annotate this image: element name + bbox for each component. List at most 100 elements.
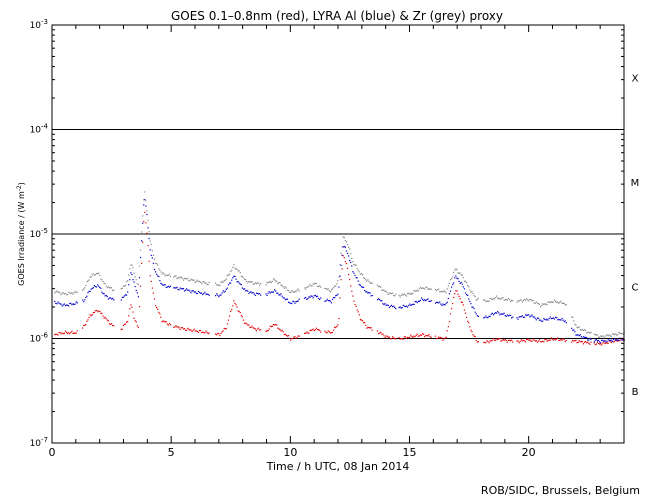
data-point bbox=[358, 314, 360, 316]
data-point bbox=[74, 332, 76, 334]
data-point bbox=[197, 290, 200, 293]
data-point bbox=[425, 300, 427, 302]
data-point bbox=[149, 275, 151, 277]
data-point bbox=[153, 298, 156, 300]
data-point bbox=[279, 294, 281, 296]
data-point bbox=[486, 300, 488, 302]
data-point bbox=[203, 332, 205, 334]
data-point bbox=[534, 340, 536, 342]
data-point bbox=[371, 329, 373, 331]
data-point bbox=[70, 292, 72, 294]
data-point bbox=[539, 319, 542, 321]
data-point bbox=[575, 334, 577, 336]
data-point bbox=[65, 304, 68, 306]
data-point bbox=[399, 296, 401, 298]
data-point bbox=[285, 287, 288, 289]
data-point bbox=[393, 305, 395, 307]
data-point bbox=[265, 330, 267, 332]
data-point bbox=[58, 332, 60, 334]
data-point bbox=[363, 277, 365, 279]
data-point bbox=[337, 280, 339, 282]
data-point bbox=[337, 293, 339, 295]
data-point bbox=[346, 243, 349, 246]
data-point bbox=[613, 340, 616, 342]
data-point bbox=[240, 275, 242, 277]
data-point bbox=[190, 292, 192, 294]
data-point bbox=[437, 337, 439, 339]
data-point bbox=[561, 317, 563, 320]
data-point bbox=[423, 299, 425, 302]
data-point bbox=[65, 331, 68, 334]
data-point bbox=[354, 264, 356, 266]
data-point bbox=[242, 319, 245, 321]
data-point bbox=[99, 286, 101, 288]
data-point bbox=[380, 300, 382, 302]
data-point bbox=[339, 275, 341, 277]
data-point bbox=[346, 267, 349, 270]
data-point bbox=[169, 275, 172, 278]
data-point bbox=[517, 340, 519, 342]
data-point bbox=[147, 227, 149, 229]
data-point bbox=[290, 302, 292, 304]
data-point bbox=[475, 339, 477, 342]
data-point bbox=[387, 336, 389, 339]
data-point bbox=[468, 286, 470, 288]
data-point bbox=[54, 292, 56, 294]
data-point bbox=[499, 314, 501, 316]
data-point bbox=[311, 329, 313, 331]
data-point bbox=[89, 290, 91, 293]
data-point bbox=[363, 286, 365, 288]
data-point bbox=[246, 280, 248, 283]
data-point bbox=[278, 328, 280, 330]
data-point bbox=[326, 298, 328, 300]
data-point bbox=[443, 304, 445, 306]
data-point bbox=[565, 304, 567, 306]
data-point bbox=[126, 281, 128, 283]
data-point bbox=[343, 246, 345, 248]
data-point bbox=[553, 318, 556, 320]
data-point bbox=[460, 274, 462, 276]
data-point bbox=[290, 291, 292, 294]
data-point bbox=[108, 297, 111, 299]
data-point bbox=[272, 291, 275, 293]
data-point bbox=[469, 326, 471, 328]
data-point bbox=[449, 279, 452, 281]
data-point bbox=[166, 286, 168, 288]
data-point bbox=[338, 286, 340, 288]
data-point bbox=[313, 295, 315, 297]
data-point bbox=[99, 274, 101, 276]
data-point bbox=[366, 291, 368, 293]
data-point bbox=[75, 301, 77, 303]
data-point bbox=[417, 335, 419, 337]
data-point bbox=[202, 281, 204, 283]
data-point bbox=[501, 313, 503, 315]
data-point bbox=[97, 284, 99, 286]
data-point bbox=[162, 284, 164, 287]
data-point bbox=[445, 292, 447, 294]
data-point bbox=[205, 282, 207, 284]
data-point bbox=[109, 297, 112, 299]
data-point bbox=[538, 339, 541, 341]
data-point bbox=[101, 279, 103, 281]
data-point bbox=[505, 339, 507, 342]
data-point bbox=[175, 275, 177, 277]
data-point bbox=[219, 334, 221, 337]
data-point bbox=[477, 315, 479, 317]
data-point bbox=[399, 338, 401, 340]
data-point bbox=[135, 289, 137, 292]
data-point bbox=[423, 287, 425, 289]
data-point bbox=[517, 318, 519, 320]
data-point bbox=[130, 304, 132, 306]
data-point bbox=[526, 314, 528, 316]
data-point bbox=[376, 299, 379, 301]
data-point bbox=[471, 290, 473, 293]
data-point bbox=[557, 337, 559, 339]
data-point bbox=[221, 292, 223, 294]
data-point bbox=[572, 339, 574, 342]
data-point bbox=[509, 314, 512, 316]
data-point bbox=[470, 329, 472, 331]
data-point bbox=[573, 340, 575, 342]
data-point bbox=[249, 326, 251, 328]
data-point bbox=[100, 278, 102, 280]
